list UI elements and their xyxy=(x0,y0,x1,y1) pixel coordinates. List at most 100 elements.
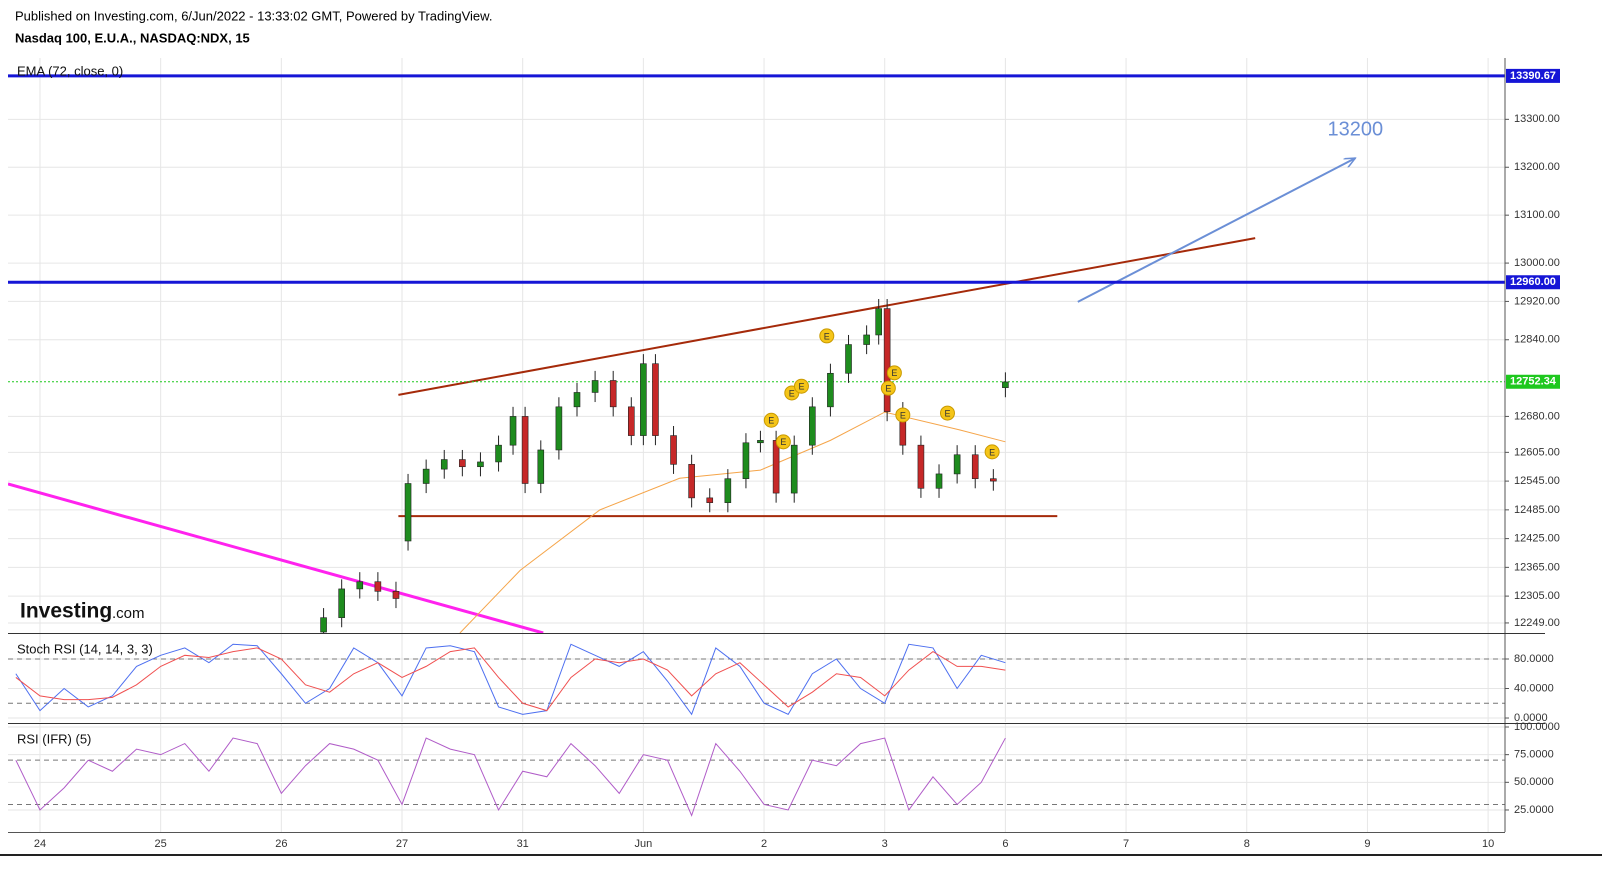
price-tag xyxy=(1506,374,1560,389)
y-tick-label: 13200.00 xyxy=(1514,161,1560,173)
legend-entry: EMA (72, close, 0) xyxy=(17,63,123,78)
indicator-title: Stoch RSI (14, 14, 3, 3) xyxy=(17,641,153,656)
event-label: E xyxy=(885,384,891,394)
event-label: E xyxy=(789,388,795,398)
candle-body xyxy=(742,442,750,480)
candle-body xyxy=(706,497,714,503)
candle-body xyxy=(757,440,764,444)
overlay: Investing .com 24 25 26 27 31 Jun 2 3 6 7 8 9 10 1224… xyxy=(0,58,1602,856)
event-label: E xyxy=(824,331,830,341)
candle-body xyxy=(459,459,466,468)
event-label: E xyxy=(989,447,995,457)
event-label: E xyxy=(891,368,897,378)
candle-body xyxy=(521,416,529,484)
candle-body xyxy=(1002,381,1009,388)
y-tick-label: 12840.00 xyxy=(1514,334,1560,346)
event-marker xyxy=(880,380,896,396)
y-tick-label: 13300.00 xyxy=(1514,113,1560,125)
candle-body xyxy=(652,363,659,436)
price-tag-label: 12752.34 xyxy=(1510,376,1557,388)
candle-body xyxy=(827,372,834,408)
y-tick-label: 12365.00 xyxy=(1514,561,1560,573)
x-tick-label: 9 xyxy=(1364,838,1370,850)
candle-body xyxy=(917,444,925,489)
y-tick-label: 13100.00 xyxy=(1514,209,1560,221)
candle-body xyxy=(338,588,345,618)
candle-body xyxy=(440,459,448,470)
candle-body xyxy=(790,444,798,494)
candle-body xyxy=(392,591,400,599)
candle-body xyxy=(809,406,816,446)
candle-body xyxy=(537,449,545,484)
candle-body xyxy=(845,344,852,374)
candle-body xyxy=(356,581,364,590)
candle-body xyxy=(724,478,732,503)
grid xyxy=(8,58,1505,832)
event-marker xyxy=(775,434,791,450)
candle-body xyxy=(555,406,563,451)
candle-body xyxy=(374,581,382,592)
ema-line xyxy=(459,411,1006,633)
event-marker xyxy=(793,378,809,394)
event-label: E xyxy=(944,408,950,418)
price-tag-label: 13390.67 xyxy=(1510,70,1556,82)
published-note: Published on Investing.com, 6/Jun/2022 -… xyxy=(15,8,492,23)
y-tick-label: 100.0000 xyxy=(1514,721,1560,733)
x-tick-label: Jun xyxy=(634,838,652,850)
candle-body xyxy=(935,473,943,489)
candle-body xyxy=(990,478,997,482)
y-tick-label: 0.0000 xyxy=(1514,712,1548,724)
pane xyxy=(8,643,1505,716)
x-tick-label: 25 xyxy=(155,838,167,850)
indicator-line xyxy=(15,737,1006,817)
candle-body xyxy=(404,483,412,542)
target-label: 13200 xyxy=(1328,118,1384,140)
candle-body xyxy=(670,435,677,465)
x-tick-label: 10 xyxy=(1482,838,1494,850)
y-tick-label: 12680.00 xyxy=(1514,410,1560,422)
candle-body xyxy=(772,440,780,494)
candle-body xyxy=(609,380,617,408)
watermark-brand: Investing xyxy=(20,600,112,623)
price-tag xyxy=(1506,275,1560,290)
trend-line xyxy=(8,482,544,633)
x-tick-label: 24 xyxy=(34,838,46,850)
indicator-title: RSI (IFR) (5) xyxy=(17,731,91,746)
x-tick-label: 2 xyxy=(761,838,767,850)
event-marker xyxy=(886,365,902,381)
x-tick-label: 27 xyxy=(396,838,408,850)
candle-body xyxy=(688,464,695,499)
y-tick-label: 13000.00 xyxy=(1514,257,1560,269)
price-tag-label: 12960.00 xyxy=(1510,276,1556,288)
candle-body xyxy=(627,406,635,436)
candle-body xyxy=(477,461,484,468)
y-tick-label: 12425.00 xyxy=(1514,533,1560,545)
candle-body xyxy=(495,444,502,463)
event-label: E xyxy=(768,416,774,426)
y-tick-label: 12249.00 xyxy=(1514,617,1560,629)
y-tick-label: 40.0000 xyxy=(1514,682,1554,694)
y-tick-label: 12605.00 xyxy=(1514,446,1560,458)
event-marker xyxy=(895,407,911,423)
indicator-line xyxy=(15,643,1006,716)
candle-body xyxy=(875,308,882,336)
candle-body xyxy=(953,454,961,475)
y-tick-label: 12545.00 xyxy=(1514,475,1560,487)
event-label: E xyxy=(900,410,906,420)
x-tick-label: 31 xyxy=(517,838,529,850)
x-tick-label: 3 xyxy=(882,838,888,850)
event-marker xyxy=(939,405,955,421)
watermark-domain: .com xyxy=(112,605,145,622)
y-tick-label: 25.0000 xyxy=(1514,804,1554,816)
candle-body xyxy=(573,392,581,408)
x-tick-label: 8 xyxy=(1244,838,1250,850)
indicator-line xyxy=(15,647,1006,712)
candle-body xyxy=(591,380,599,393)
candle-body xyxy=(883,308,891,412)
event-marker xyxy=(819,328,835,344)
event-marker xyxy=(763,412,779,428)
